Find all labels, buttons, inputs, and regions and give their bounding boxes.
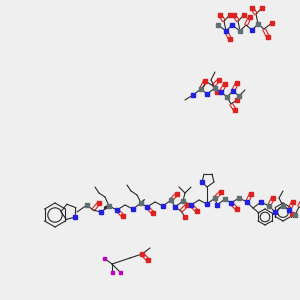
Bar (145, 205, 149, 209)
Bar (215, 203, 219, 207)
Bar (287, 208, 291, 212)
Bar (242, 13, 246, 17)
Bar (260, 6, 264, 10)
Bar (228, 37, 232, 41)
Bar (200, 180, 204, 184)
Bar (216, 23, 220, 27)
Bar (205, 202, 209, 206)
Bar (237, 94, 241, 98)
Bar (266, 35, 270, 39)
Bar (161, 204, 165, 208)
Bar (183, 215, 187, 219)
Bar (99, 210, 103, 214)
Bar (140, 252, 144, 256)
Bar (217, 78, 221, 82)
Bar (223, 82, 227, 86)
Bar (235, 207, 239, 211)
Bar (181, 199, 185, 203)
Bar (248, 15, 252, 19)
Bar (291, 200, 295, 204)
Bar (121, 214, 125, 218)
Bar (230, 23, 234, 27)
Bar (229, 201, 233, 205)
Bar (250, 6, 254, 10)
Bar (293, 213, 297, 217)
Bar (73, 215, 77, 219)
Bar (219, 190, 223, 194)
Bar (151, 211, 155, 215)
Bar (233, 108, 237, 112)
Bar (237, 196, 241, 200)
Bar (139, 201, 143, 205)
Bar (256, 22, 260, 26)
Bar (273, 210, 277, 214)
Bar (189, 203, 193, 207)
Bar (173, 205, 177, 209)
Bar (281, 204, 285, 208)
Bar (103, 256, 106, 260)
Bar (205, 92, 209, 96)
Bar (270, 21, 274, 25)
Bar (235, 81, 239, 85)
Bar (232, 13, 236, 17)
Bar (213, 86, 217, 90)
Bar (218, 13, 222, 17)
Bar (271, 196, 275, 200)
Bar (238, 29, 242, 33)
Bar (267, 204, 271, 208)
Bar (245, 200, 249, 204)
Bar (290, 212, 294, 216)
Bar (107, 204, 111, 208)
Bar (228, 13, 232, 17)
Bar (215, 90, 219, 94)
Bar (146, 258, 150, 262)
Bar (250, 28, 254, 32)
Bar (259, 200, 263, 204)
Bar (131, 207, 135, 211)
Bar (115, 208, 119, 212)
Bar (235, 98, 239, 102)
Bar (185, 203, 189, 207)
Bar (219, 90, 223, 94)
Bar (199, 87, 203, 91)
Bar (249, 192, 253, 196)
Bar (175, 192, 179, 196)
Bar (97, 201, 101, 205)
Bar (195, 209, 199, 213)
Bar (110, 271, 113, 274)
Bar (213, 196, 217, 200)
Bar (223, 197, 227, 201)
Bar (225, 95, 229, 99)
Bar (169, 198, 173, 202)
Bar (85, 203, 89, 207)
Bar (224, 29, 228, 33)
Bar (191, 93, 195, 97)
Bar (231, 89, 235, 93)
Bar (203, 79, 207, 83)
Bar (118, 271, 122, 274)
